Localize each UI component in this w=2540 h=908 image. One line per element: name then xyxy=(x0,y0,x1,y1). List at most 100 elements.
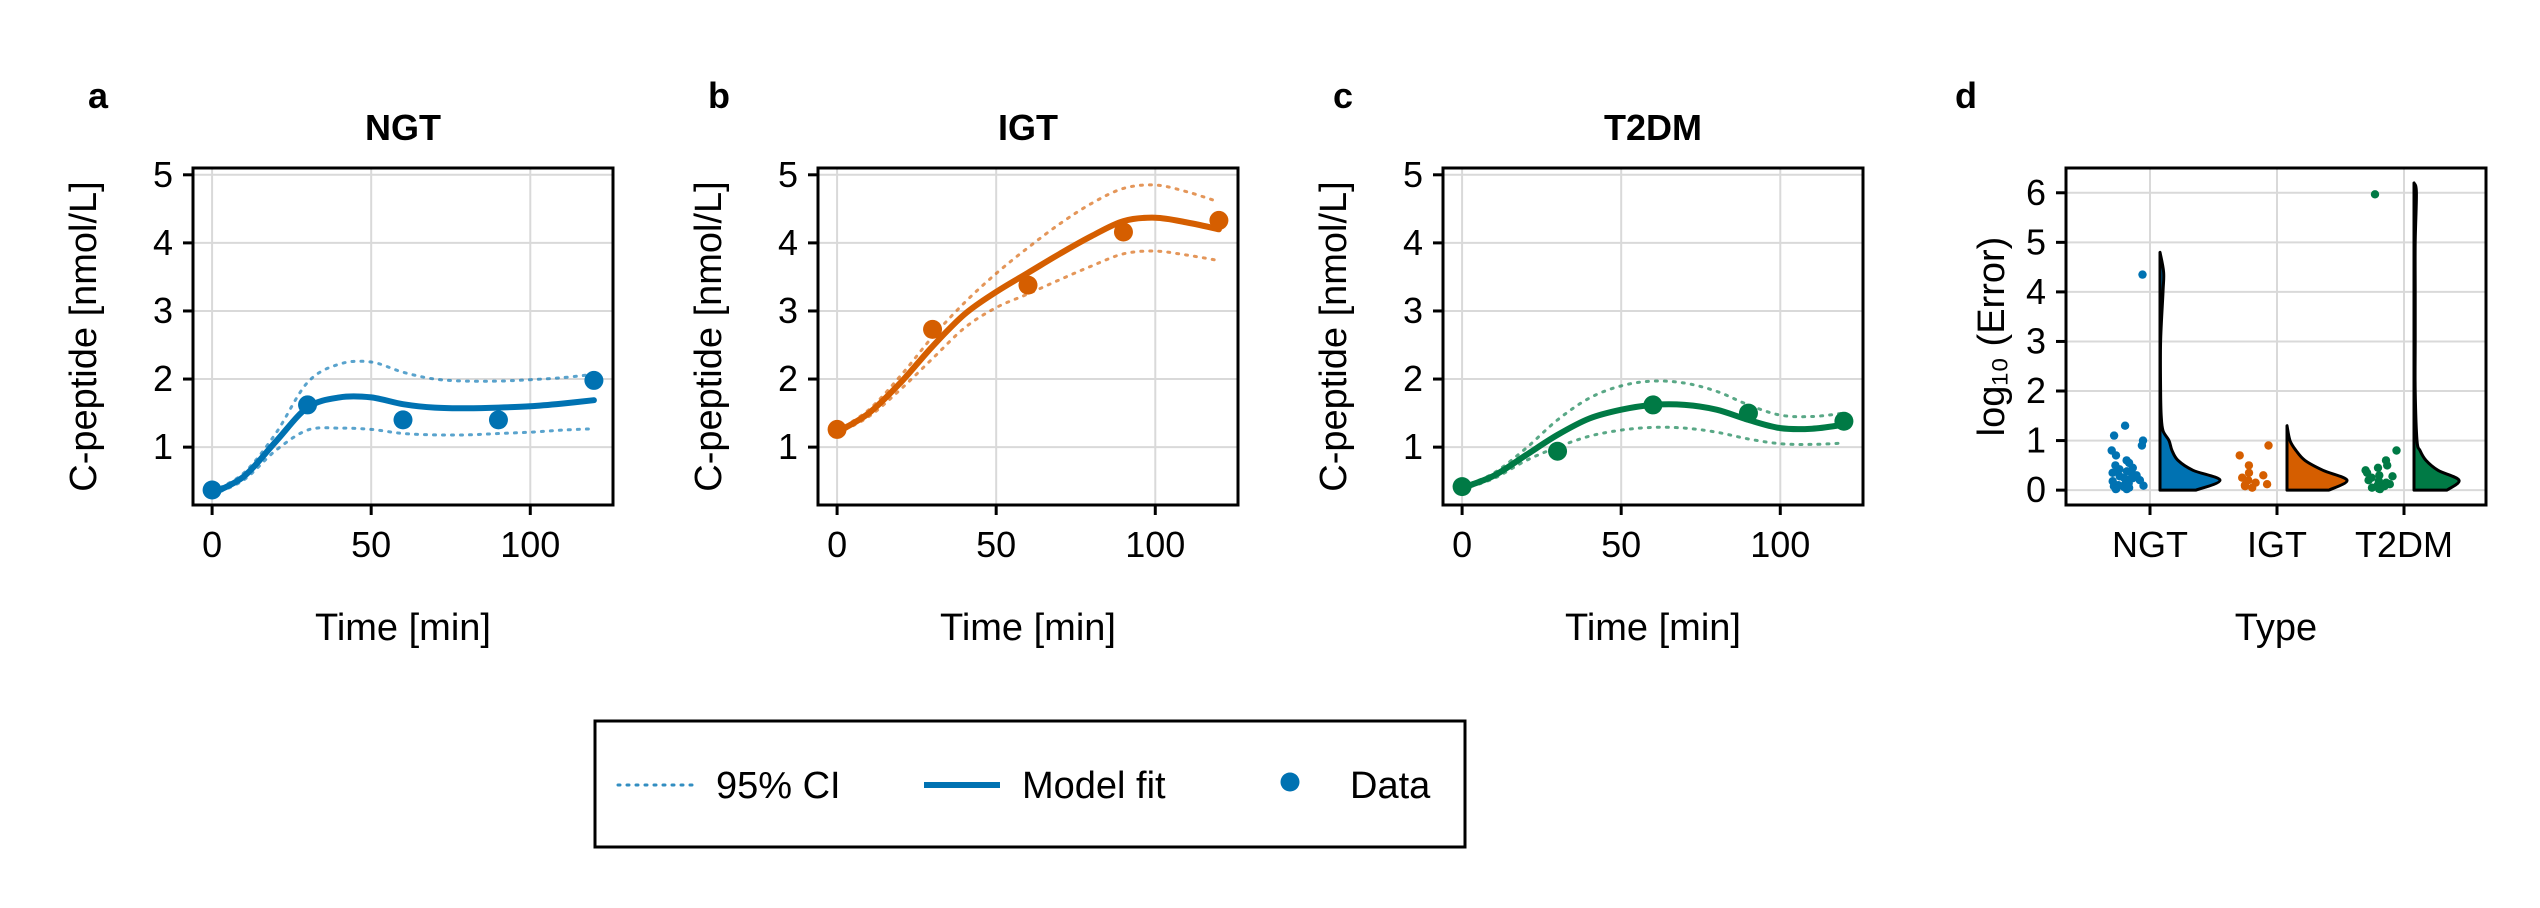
data-point xyxy=(202,480,222,500)
violin-point xyxy=(2361,466,2370,475)
data-point xyxy=(923,319,943,339)
y-axis-label: log₁₀ (Error) xyxy=(1971,237,2013,437)
ci-lower-line xyxy=(210,426,596,497)
y-tick-label: 1 xyxy=(2026,420,2046,461)
x-axis-label: Time [min] xyxy=(1565,607,1741,649)
panel-a: a NGT 0 50 100 1 2 3 4 5 Time [min] C-peptide [nmol… xyxy=(63,75,615,649)
x-tick-label: T2DM xyxy=(2355,524,2453,565)
y-tick-label: 1 xyxy=(153,426,173,467)
panel-title-a: NGT xyxy=(365,107,441,148)
x-axis-label: Time [min] xyxy=(940,607,1116,649)
plot-frame xyxy=(191,166,615,507)
x-tick-label: 100 xyxy=(500,524,560,565)
violin-point xyxy=(2120,421,2130,430)
data-point xyxy=(488,410,508,430)
violin-point xyxy=(2138,270,2147,279)
data-point xyxy=(1452,477,1472,497)
legend-fit-label: Model fit xyxy=(1022,765,1166,807)
data-point xyxy=(393,410,413,430)
legend-data-label: Data xyxy=(1350,765,1431,807)
legend-box xyxy=(593,719,1467,849)
data-point xyxy=(1834,411,1854,431)
violin-point xyxy=(2373,463,2383,472)
y-tick-label: 2 xyxy=(778,358,798,399)
y-tick-label: 3 xyxy=(778,290,798,331)
data-point xyxy=(1643,395,1663,415)
y-tick-label: 1 xyxy=(1403,426,1423,467)
violin-point xyxy=(2238,473,2247,482)
panel-letter-c: c xyxy=(1333,75,1353,116)
data-point xyxy=(1018,275,1038,295)
violin-point xyxy=(2138,436,2148,445)
violin-point xyxy=(2392,446,2401,455)
y-tick-label: 5 xyxy=(1403,154,1423,195)
ci-upper-line xyxy=(835,183,1221,433)
violin-density xyxy=(2158,250,2222,492)
violin-point xyxy=(2374,477,2384,486)
panel-title-c: T2DM xyxy=(1604,107,1702,148)
x-tick-label: 50 xyxy=(976,524,1016,565)
y-axis-label: C-peptide [nmol/L] xyxy=(1313,181,1355,492)
y-axis-label: C-peptide [nmol/L] xyxy=(688,181,730,492)
x-tick-label: 100 xyxy=(1125,524,1185,565)
violin-point xyxy=(2264,441,2273,450)
legend-data-swatch xyxy=(1280,772,1300,792)
y-tick-label: 0 xyxy=(2026,469,2046,510)
y-tick-label: 2 xyxy=(2026,370,2046,411)
legend-ci-label: 95% CI xyxy=(716,765,841,807)
plot-frame xyxy=(1441,166,1865,507)
y-tick-label: 2 xyxy=(153,358,173,399)
x-tick-label: 50 xyxy=(1601,524,1641,565)
x-tick-label: NGT xyxy=(2112,524,2188,565)
plot-frame xyxy=(816,166,1240,507)
y-tick-label: 4 xyxy=(1403,222,1423,263)
violin-point xyxy=(2235,451,2244,460)
panel-title-b: IGT xyxy=(998,107,1058,148)
violin-point xyxy=(2262,480,2272,489)
x-tick-label: 50 xyxy=(351,524,391,565)
violin-point xyxy=(2388,472,2397,481)
violin-point xyxy=(2244,468,2254,477)
panel-letter-a: a xyxy=(88,75,109,116)
violin-point xyxy=(2107,446,2116,455)
violin-point xyxy=(2244,461,2254,470)
x-tick-label: IGT xyxy=(2247,524,2307,565)
data-point xyxy=(1209,210,1229,230)
panel-letter-b: b xyxy=(708,75,730,116)
panel-b: b IGT 0 50 100 1 2 3 4 5 Time [min] C-peptide [nmol… xyxy=(688,75,1240,649)
y-tick-label: 3 xyxy=(1403,290,1423,331)
violin-point xyxy=(2109,431,2119,440)
violin-point xyxy=(2370,190,2380,199)
y-tick-label: 5 xyxy=(2026,221,2046,262)
violin-point xyxy=(2259,471,2268,480)
violin-point xyxy=(2251,478,2260,487)
violin-density xyxy=(2285,424,2349,492)
panel-c: c T2DM 0 50 100 1 2 3 4 5 Time [min] C-peptide [nmo… xyxy=(1313,75,1865,649)
violin-point xyxy=(2115,465,2124,474)
data-point xyxy=(1548,441,1568,461)
violin-point xyxy=(2108,477,2117,486)
legend: 95% CI Model fit Data xyxy=(593,719,1467,849)
y-tick-label: 5 xyxy=(778,154,798,195)
x-axis-label: Type xyxy=(2235,607,2317,649)
y-axis-label: C-peptide [nmol/L] xyxy=(63,181,105,492)
y-tick-label: 5 xyxy=(153,154,173,195)
y-tick-label: 2 xyxy=(1403,358,1423,399)
y-tick-label: 4 xyxy=(153,222,173,263)
y-tick-label: 4 xyxy=(2026,271,2046,312)
y-tick-label: 6 xyxy=(2026,172,2046,213)
data-point xyxy=(1738,403,1758,423)
violin-point xyxy=(2381,456,2391,465)
y-tick-label: 1 xyxy=(778,426,798,467)
y-tick-label: 3 xyxy=(153,290,173,331)
violin-point xyxy=(2139,481,2148,490)
x-tick-label: 0 xyxy=(202,524,222,565)
panel-d: d 0 1 2 3 4 5 6 NGT IGT T2DM Type log₁₀ (Error) xyxy=(1955,75,2488,649)
y-tick-label: 3 xyxy=(2026,320,2046,361)
violin-point xyxy=(2128,474,2137,483)
ci-upper-line xyxy=(210,359,596,493)
x-tick-label: 0 xyxy=(827,524,847,565)
data-point xyxy=(1113,222,1133,242)
violin-point xyxy=(2240,482,2250,491)
